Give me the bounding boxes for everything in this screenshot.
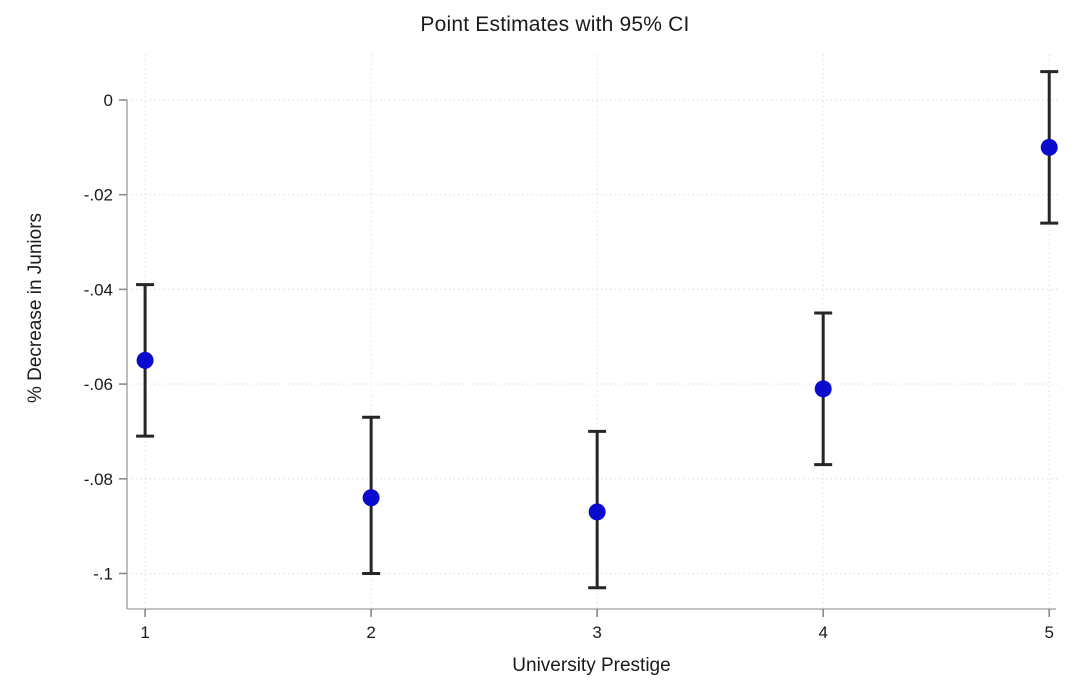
chart-title: Point Estimates with 95% CI (420, 13, 690, 36)
y-tick-label: -.08 (84, 470, 113, 489)
point-marker (588, 503, 606, 521)
point-marker (814, 380, 832, 398)
y-tick-label: -.04 (84, 280, 113, 299)
x-tick-label: 5 (1044, 623, 1053, 642)
x-tick-label: 2 (366, 623, 375, 642)
x-tick-label: 3 (592, 623, 601, 642)
y-tick-label: 0 (104, 91, 113, 110)
point-marker (362, 489, 380, 507)
y-tick-label: -.1 (93, 564, 113, 583)
y-axis-label: % Decrease in Juniors (25, 212, 46, 404)
point-marker (136, 351, 154, 369)
x-tick-label: 1 (140, 623, 149, 642)
x-tick-label: 4 (818, 623, 827, 642)
y-tick-label: -.06 (84, 375, 113, 394)
x-axis-label: University Prestige (512, 655, 671, 676)
y-tick-label: -.02 (84, 186, 113, 205)
point-marker (1040, 138, 1058, 156)
